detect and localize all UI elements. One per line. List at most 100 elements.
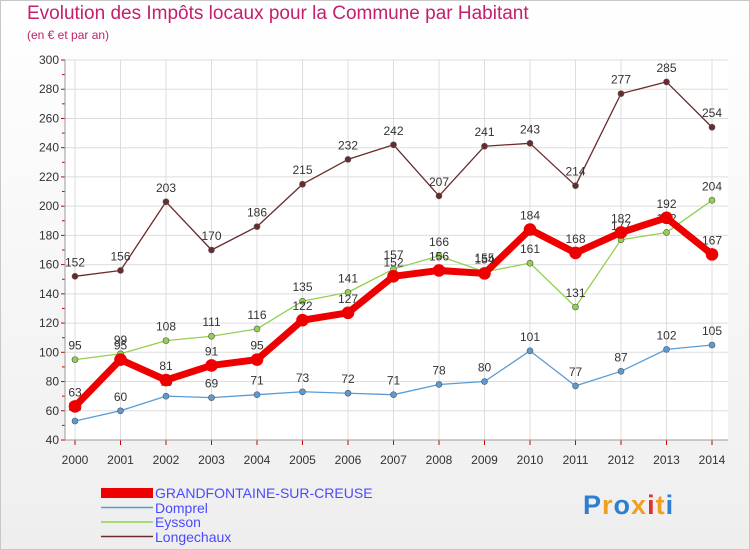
- x-tick-label: 2007: [380, 453, 407, 467]
- data-label: 81: [159, 359, 173, 373]
- x-tick-label: 2002: [153, 453, 180, 467]
- y-tick-label: 60: [46, 404, 60, 418]
- data-point: [250, 353, 264, 366]
- data-point: [387, 270, 400, 283]
- data-label: 192: [656, 197, 676, 211]
- data-point: [344, 156, 352, 163]
- data-point: [299, 297, 306, 305]
- data-point: [523, 223, 537, 236]
- data-point: [117, 407, 124, 415]
- data-point: [253, 325, 261, 333]
- data-point: [253, 223, 261, 230]
- data-label: 156: [429, 249, 449, 263]
- x-tick-label: 2006: [335, 453, 362, 467]
- data-point: [569, 246, 582, 260]
- data-point: [663, 78, 670, 86]
- data-label: 108: [156, 320, 176, 334]
- data-label: 111: [202, 315, 221, 329]
- legend-label: Longechaux: [155, 528, 232, 545]
- x-tick-label: 2005: [289, 453, 316, 467]
- data-point: [432, 264, 446, 277]
- data-label: 105: [702, 324, 722, 338]
- data-point: [617, 368, 625, 375]
- data-label: 95: [114, 339, 128, 353]
- data-label: 71: [387, 374, 401, 388]
- y-tick-label: 40: [46, 433, 60, 447]
- data-point: [708, 341, 716, 349]
- x-tick-label: 2001: [107, 453, 134, 467]
- logo-letter: o: [613, 490, 632, 520]
- series-grandfontaine-sur-creuse: 63 95 81 91 95 122 127 152 156 154 184 168 182 192 167: [68, 197, 722, 413]
- series-longechaux: 152 156 203 170 186 215 232 242 207 241 243 214 277 2…: [65, 61, 722, 280]
- data-point: [572, 182, 579, 189]
- data-label: 157: [383, 248, 403, 262]
- data-point: [114, 353, 127, 366]
- y-tick-label: 160: [39, 258, 59, 272]
- legend-label: Eysson: [155, 514, 201, 530]
- data-label: 254: [702, 106, 722, 120]
- data-label: 152: [383, 255, 403, 269]
- data-label: 152: [65, 255, 85, 269]
- x-tick-label: 2011: [563, 453, 589, 467]
- x-tick-label: 2013: [653, 453, 680, 467]
- data-point: [663, 346, 670, 353]
- logo-letter: t: [655, 490, 666, 520]
- data-label: 215: [292, 163, 312, 177]
- logo-letter: r: [602, 490, 614, 520]
- data-point: [117, 267, 124, 274]
- y-tick-label: 80: [46, 375, 60, 389]
- data-point: [299, 180, 306, 188]
- data-point: [481, 378, 488, 385]
- data-point: [253, 391, 261, 398]
- data-point: [208, 394, 215, 401]
- y-tick-label: 100: [39, 345, 59, 359]
- data-label: 161: [520, 242, 540, 256]
- data-label: 80: [478, 361, 492, 375]
- data-point: [526, 347, 534, 355]
- data-point: [71, 273, 79, 280]
- data-label: 167: [702, 233, 722, 247]
- data-point: [159, 373, 173, 387]
- data-point: [205, 359, 218, 372]
- data-point: [660, 211, 673, 225]
- data-label: 204: [702, 179, 722, 193]
- data-point: [208, 246, 215, 254]
- x-tick-label: 2009: [471, 453, 498, 467]
- data-point: [435, 252, 443, 260]
- y-tick-label: 260: [39, 111, 59, 125]
- data-point: [344, 389, 352, 397]
- data-label: 78: [432, 363, 446, 377]
- data-label: 207: [429, 175, 449, 189]
- data-label: 170: [201, 229, 221, 243]
- chart-subtitle: (en € et par an): [27, 28, 110, 42]
- data-point: [68, 400, 82, 413]
- data-point: [526, 140, 534, 147]
- data-point: [299, 388, 306, 396]
- data-label: 182: [611, 211, 631, 225]
- data-point: [390, 141, 397, 149]
- data-label: 154: [474, 252, 494, 266]
- data-label: 285: [656, 61, 676, 75]
- x-tick-label: 2000: [62, 453, 89, 467]
- data-label: 166: [429, 235, 449, 249]
- y-tick-label: 180: [39, 228, 59, 242]
- data-point: [481, 142, 488, 150]
- data-label: 69: [205, 377, 219, 391]
- x-tick-label: 2010: [517, 453, 544, 467]
- data-point: [435, 381, 443, 388]
- data-point: [341, 306, 355, 320]
- data-label: 184: [520, 209, 540, 223]
- y-tick-label: 120: [39, 316, 59, 330]
- data-label: 156: [110, 249, 130, 263]
- data-point: [162, 198, 170, 206]
- data-point: [71, 417, 79, 425]
- legend-label: GRANDFONTAINE-SUR-CREUSE: [155, 485, 373, 501]
- y-tick-label: 300: [39, 53, 59, 67]
- logo-letter: x: [631, 490, 648, 520]
- data-label: 243: [520, 122, 540, 136]
- data-label: 91: [205, 344, 219, 358]
- proxiti-logo: Proxiti: [583, 490, 674, 521]
- data-point: [296, 313, 309, 327]
- data-label: 186: [247, 206, 267, 220]
